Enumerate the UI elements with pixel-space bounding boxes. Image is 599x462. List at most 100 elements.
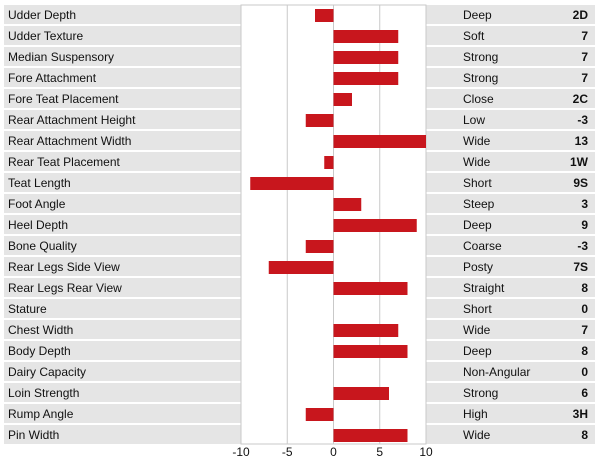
bar-16: [333, 345, 408, 358]
row-band-right: [426, 320, 595, 339]
value-label: 7: [581, 50, 588, 64]
trait-label: Fore Attachment: [8, 71, 97, 85]
row-band-left: [4, 47, 241, 66]
descriptor-label: Close: [463, 92, 494, 106]
row-band-right: [426, 194, 595, 213]
bar-18: [333, 387, 389, 400]
row-band-left: [4, 257, 241, 276]
descriptor-label: Deep: [463, 218, 492, 232]
row-band-left: [4, 5, 241, 24]
x-tick-label: 0: [330, 445, 337, 459]
trait-label: Stature: [8, 302, 47, 316]
row-band-right: [426, 383, 595, 402]
row-band-right: [426, 89, 595, 108]
row-band-right: [426, 47, 595, 66]
row-band-left: [4, 173, 241, 192]
trait-label: Fore Teat Placement: [8, 92, 119, 106]
row-bands: [4, 5, 595, 444]
row-band-right: [426, 5, 595, 24]
row-band-left: [4, 194, 241, 213]
bar-series: [250, 9, 426, 442]
descriptor-labels: Deep Soft Strong Strong Close Low Wide Wide Shor…: [463, 8, 530, 442]
x-tick-label: 5: [376, 445, 383, 459]
value-label: 2D: [573, 8, 589, 22]
value-label: 8: [581, 344, 588, 358]
row-band-right: [426, 26, 595, 45]
trait-label: Chest Width: [8, 323, 73, 337]
row-band-left: [4, 152, 241, 171]
bar-4: [333, 93, 352, 106]
bar-2: [333, 51, 399, 64]
x-axis-ticks: -10 -5 0 5 10: [232, 445, 433, 459]
bar-15: [333, 324, 399, 337]
value-label: 1W: [570, 155, 589, 169]
value-label: 13: [575, 134, 589, 148]
row-band-right: [426, 68, 595, 87]
descriptor-label: Low: [463, 113, 485, 127]
descriptor-label: Wide: [463, 134, 491, 148]
descriptor-label: Straight: [463, 281, 505, 295]
value-label: 9S: [573, 176, 588, 190]
trait-label: Heel Depth: [8, 218, 68, 232]
trait-label: Rear Legs Rear View: [8, 281, 122, 295]
value-label: 0: [581, 302, 588, 316]
row-band-right: [426, 173, 595, 192]
value-label: 0: [581, 365, 588, 379]
value-label: -3: [577, 113, 588, 127]
bar-13: [333, 282, 408, 295]
trait-label: Rear Attachment Height: [8, 113, 136, 127]
descriptor-label: Deep: [463, 344, 492, 358]
row-band-left: [4, 68, 241, 87]
descriptor-label: Coarse: [463, 239, 502, 253]
trait-label: Rear Attachment Width: [8, 134, 131, 148]
descriptor-label: Wide: [463, 323, 491, 337]
descriptor-label: Steep: [463, 197, 495, 211]
row-band-right: [426, 110, 595, 129]
x-tick-label: 10: [419, 445, 433, 459]
trait-label: Bone Quality: [8, 239, 77, 253]
row-band-right: [426, 278, 595, 297]
value-label: 8: [581, 428, 588, 442]
row-band-left: [4, 341, 241, 360]
row-band-right: [426, 425, 595, 444]
trait-label: Foot Angle: [8, 197, 66, 211]
trait-label: Rear Teat Placement: [8, 155, 121, 169]
value-label: -3: [577, 239, 588, 253]
bar-0: [315, 9, 334, 22]
bar-6: [333, 135, 426, 148]
x-tick-label: -10: [232, 445, 250, 459]
trait-label: Rump Angle: [8, 407, 74, 421]
bar-8: [250, 177, 334, 190]
descriptor-label: Soft: [463, 29, 485, 43]
row-band-right: [426, 362, 595, 381]
descriptor-label: Strong: [463, 50, 498, 64]
bar-7: [324, 156, 334, 169]
trait-label: Dairy Capacity: [8, 365, 86, 379]
value-label: 7: [581, 323, 588, 337]
trait-labels: Udder Depth Udder Texture Median Suspensor…: [8, 8, 136, 442]
bar-12: [268, 261, 334, 274]
row-band-right: [426, 341, 595, 360]
row-band-right: [426, 257, 595, 276]
row-band-left: [4, 278, 241, 297]
row-band-left: [4, 110, 241, 129]
bar-11: [305, 240, 334, 253]
value-label: 7: [581, 71, 588, 85]
trait-label: Body Depth: [8, 344, 71, 358]
row-band-left: [4, 299, 241, 318]
descriptor-label: Wide: [463, 155, 491, 169]
trait-label: Pin Width: [8, 428, 59, 442]
row-band-left: [4, 131, 241, 150]
descriptor-label: Strong: [463, 71, 498, 85]
row-band-left: [4, 425, 241, 444]
value-label: 3: [581, 197, 588, 211]
trait-label: Udder Depth: [8, 8, 76, 22]
row-band-left: [4, 383, 241, 402]
descriptor-label: Wide: [463, 428, 491, 442]
descriptor-label: Non-Angular: [463, 365, 530, 379]
value-labels: 2D 7 7 7 2C -3 13 1W 9S 3 9 -3 7S 8 0 7 8 0 6 3H 8: [570, 8, 589, 442]
descriptor-label: High: [463, 407, 488, 421]
trait-label: Median Suspensory: [8, 50, 114, 64]
value-label: 7: [581, 29, 588, 43]
